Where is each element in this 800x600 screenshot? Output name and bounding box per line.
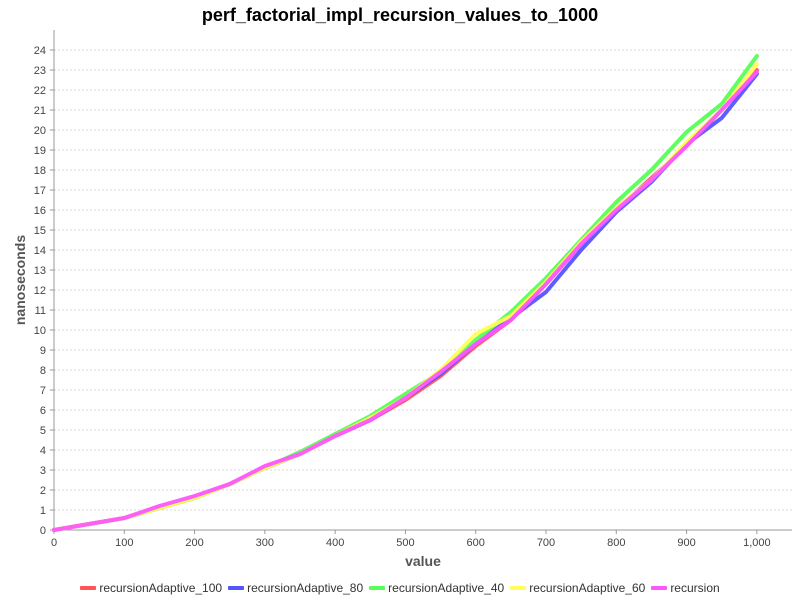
y-axis-label: nanoseconds [12,235,28,325]
y-tick-label: 3 [40,465,46,477]
y-tick-label: 22 [34,85,46,97]
y-tick-label: 20 [34,125,46,137]
y-tick-label: 5 [40,425,46,437]
series-line-recursion [52,70,759,532]
y-tick-label: 16 [34,205,46,217]
x-tick-label: 200 [185,537,203,549]
y-tick-label: 7 [40,385,46,397]
legend-item-recursionAdaptive_40: recursionAdaptive_40 [369,581,504,595]
legend-label: recursionAdaptive_80 [247,581,364,595]
y-tick-label: 18 [34,165,46,177]
x-tick-label: 400 [326,537,344,549]
legend-label: recursionAdaptive_40 [388,581,505,595]
x-tick-label: 0 [51,537,57,549]
legend-swatch [651,586,668,590]
y-tick-label: 15 [34,225,46,237]
legend-label: recursionAdaptive_60 [529,581,646,595]
y-tick-label: 1 [40,505,46,517]
x-tick-label: 500 [396,537,414,549]
y-tick-label: 12 [34,285,46,297]
y-tick-label: 14 [34,245,46,257]
legend-item-recursionAdaptive_100: recursionAdaptive_100 [80,581,222,595]
x-tick-label: 800 [607,537,625,549]
x-tick-label: 1,000 [743,537,771,549]
y-tick-label: 10 [34,325,46,337]
chart-legend: recursionAdaptive_100 recursionAdaptive_8… [0,581,800,595]
legend-swatch [510,586,527,590]
y-tick-label: 6 [40,405,46,417]
y-tick-label: 4 [40,445,46,457]
x-axis-label: value [405,553,441,569]
x-tick-label: 300 [256,537,274,549]
x-tick-label: 600 [467,537,485,549]
y-tick-label: 13 [34,265,46,277]
y-tick-label: 23 [34,65,46,77]
legend-swatch [369,586,386,590]
legend-swatch [228,586,245,590]
x-tick-label: 700 [537,537,555,549]
legend-label: recursionAdaptive_100 [99,581,223,595]
y-tick-label: 0 [40,525,46,537]
y-tick-label: 9 [40,345,46,357]
y-tick-label: 17 [34,185,46,197]
y-tick-label: 19 [34,145,46,157]
legend-item-recursionAdaptive_60: recursionAdaptive_60 [510,581,645,595]
plot-area [54,30,792,530]
y-tick-label: 2 [40,485,46,497]
legend-swatch [80,586,97,590]
legend-label: recursion [670,581,720,595]
x-tick-label: 100 [115,537,133,549]
legend-item-recursionAdaptive_80: recursionAdaptive_80 [228,581,363,595]
chart-title: perf_factorial_impl_recursion_values_to_… [201,5,599,25]
y-tick-label: 21 [34,105,46,117]
legend-item-recursion: recursion [651,581,720,595]
y-tick-label: 24 [34,45,46,57]
y-tick-label: 11 [35,305,46,317]
x-tick-label: 900 [677,537,695,549]
y-tick-label: 8 [40,365,46,377]
